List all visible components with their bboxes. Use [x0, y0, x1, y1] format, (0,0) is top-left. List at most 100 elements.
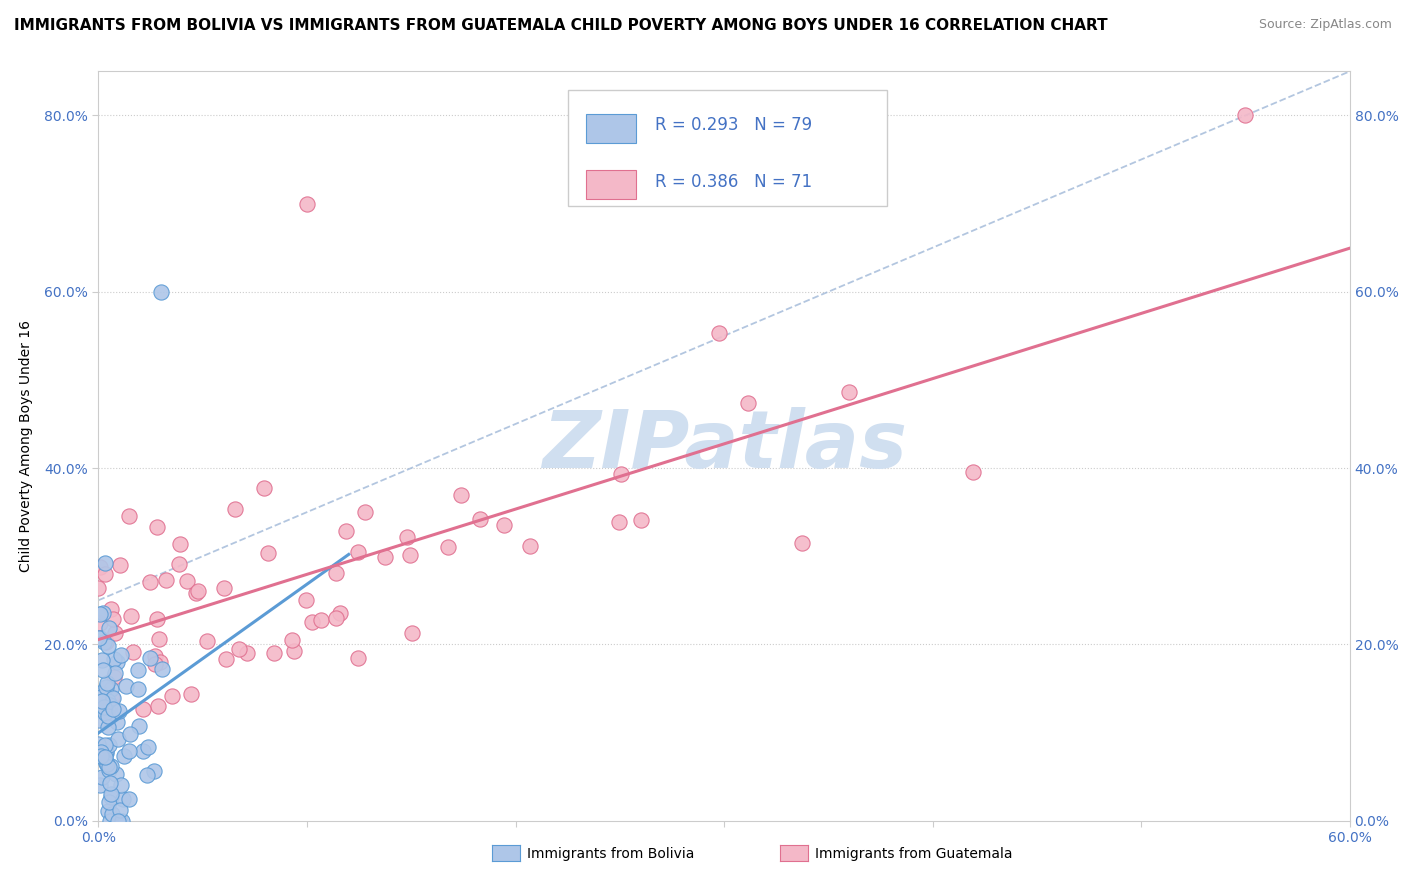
- Point: [118, 792, 141, 806]
- Point: [143, 648, 166, 663]
- Point: [94, 750, 117, 764]
- Point: [89, 559, 111, 574]
- Point: [214, 582, 236, 596]
- Point: [94, 635, 117, 649]
- Point: [96, 746, 118, 760]
- Bar: [586, 114, 637, 143]
- Point: [87, 737, 110, 751]
- Point: [150, 285, 173, 299]
- Point: [347, 651, 370, 665]
- Point: [97, 739, 120, 753]
- Point: [401, 626, 423, 640]
- Point: [104, 666, 127, 681]
- Point: [162, 690, 184, 704]
- Point: [101, 690, 124, 704]
- Point: [335, 524, 357, 538]
- Point: [108, 814, 131, 828]
- Point: [195, 634, 218, 648]
- Point: [309, 614, 332, 628]
- Point: [325, 611, 347, 625]
- Point: [94, 756, 117, 770]
- Point: [301, 615, 323, 629]
- Point: [187, 584, 209, 599]
- Point: [107, 814, 129, 828]
- Point: [97, 804, 120, 818]
- Point: [94, 567, 117, 582]
- Point: [105, 715, 128, 730]
- Point: [90, 694, 112, 708]
- Point: [399, 548, 422, 562]
- Point: [470, 512, 492, 526]
- Point: [94, 755, 117, 769]
- Point: [118, 509, 141, 524]
- Point: [97, 639, 120, 653]
- Point: [294, 593, 316, 607]
- Point: [110, 814, 132, 828]
- Point: [96, 680, 118, 694]
- Point: [97, 764, 120, 778]
- Point: [91, 653, 114, 667]
- Point: [135, 768, 157, 782]
- Text: ZIPatlas: ZIPatlas: [541, 407, 907, 485]
- Point: [354, 505, 377, 519]
- Point: [94, 744, 117, 758]
- Point: [519, 539, 541, 553]
- Point: [146, 519, 169, 533]
- Point: [98, 775, 121, 789]
- Text: Source: ZipAtlas.com: Source: ZipAtlas.com: [1258, 18, 1392, 31]
- Point: [630, 513, 652, 527]
- Point: [100, 601, 122, 615]
- Point: [494, 518, 516, 533]
- Bar: [586, 170, 637, 199]
- Point: [150, 662, 173, 676]
- Point: [98, 814, 121, 828]
- Point: [450, 488, 472, 502]
- Point: [111, 792, 134, 806]
- Point: [108, 558, 131, 572]
- Point: [97, 709, 120, 723]
- Point: [295, 196, 318, 211]
- Point: [737, 396, 759, 410]
- Point: [325, 566, 347, 581]
- Point: [127, 663, 149, 677]
- Point: [110, 778, 132, 792]
- Point: [609, 515, 631, 529]
- Point: [108, 803, 131, 817]
- Point: [110, 648, 132, 662]
- Point: [96, 675, 118, 690]
- Point: [329, 606, 352, 620]
- Point: [90, 690, 112, 704]
- Point: [89, 686, 111, 700]
- Point: [89, 616, 111, 631]
- Point: [148, 632, 170, 646]
- Point: [101, 611, 124, 625]
- Point: [236, 646, 259, 660]
- Point: [90, 745, 112, 759]
- Point: [709, 326, 731, 341]
- Point: [90, 749, 112, 764]
- Y-axis label: Child Poverty Among Boys Under 16: Child Poverty Among Boys Under 16: [20, 320, 32, 572]
- Point: [257, 546, 280, 560]
- Point: [112, 748, 135, 763]
- Point: [89, 778, 111, 792]
- Point: [97, 694, 120, 708]
- Point: [107, 731, 129, 746]
- Text: Immigrants from Guatemala: Immigrants from Guatemala: [815, 847, 1012, 861]
- Point: [98, 795, 121, 809]
- Point: [437, 541, 460, 555]
- Point: [104, 626, 127, 640]
- Point: [89, 631, 111, 645]
- Point: [93, 635, 115, 649]
- Point: [96, 757, 118, 772]
- Point: [93, 700, 115, 714]
- Point: [176, 574, 198, 588]
- Point: [93, 702, 115, 716]
- Point: [118, 727, 141, 741]
- Point: [146, 612, 169, 626]
- Point: [263, 646, 285, 660]
- Point: [89, 631, 111, 645]
- Point: [155, 573, 177, 587]
- Point: [120, 609, 142, 624]
- Point: [139, 650, 162, 665]
- Point: [149, 656, 172, 670]
